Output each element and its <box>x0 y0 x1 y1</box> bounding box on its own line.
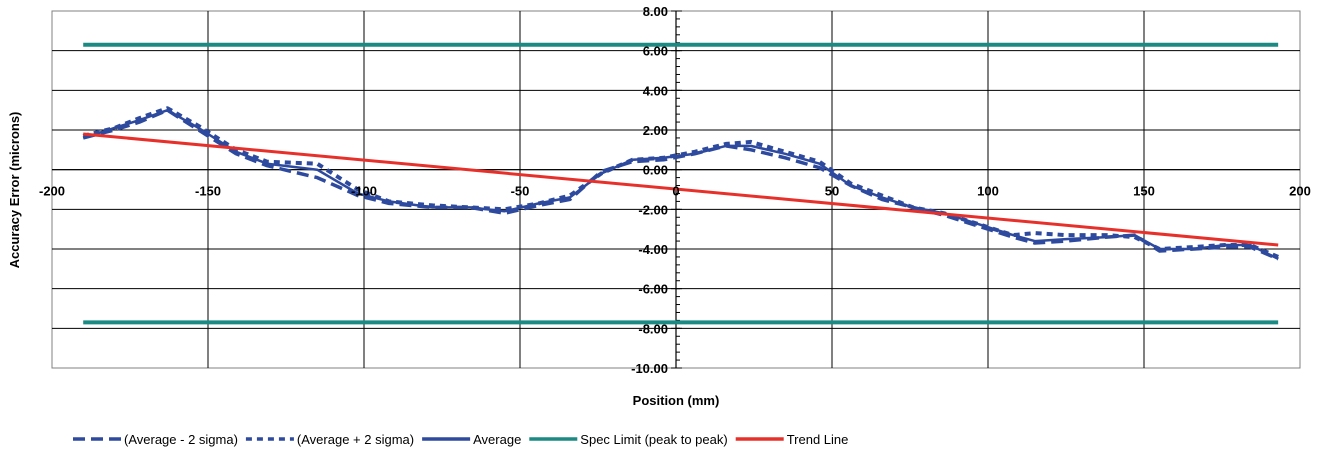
y-tick-label: -6.00 <box>638 282 668 297</box>
y-tick-label: 4.00 <box>643 83 668 98</box>
y-tick-label: -8.00 <box>638 321 668 336</box>
legend-label: (Average + 2 sigma) <box>297 432 414 447</box>
y-tick-label: -4.00 <box>638 242 668 257</box>
x-tick-label: 200 <box>1289 184 1311 199</box>
y-tick-label: 6.00 <box>643 44 668 59</box>
legend-label: Average <box>473 432 521 447</box>
series-line-plus-2-sigma <box>82 106 1279 259</box>
y-tick-label: 0.00 <box>643 163 668 178</box>
x-tick-label: 150 <box>1133 184 1155 199</box>
tick-labels: -200 -150 -100 -50 0 50 100 150 200 8.00 6.00 4.00 2… <box>39 4 1311 376</box>
y-axis-title: Accuracy Error (microns) <box>7 112 22 269</box>
legend-label: Spec Limit (peak to peak) <box>580 432 727 447</box>
legend-label: Trend Line <box>787 432 849 447</box>
series <box>82 42 1279 325</box>
y-tick-label: -10.00 <box>631 361 668 376</box>
series-line-trend <box>83 132 1279 247</box>
x-tick-label: 0 <box>672 184 679 199</box>
y-tick-label: 8.00 <box>643 4 668 19</box>
x-tick-label: -200 <box>39 184 65 199</box>
x-tick-label: -50 <box>511 184 530 199</box>
series-line-average <box>82 108 1279 261</box>
axes <box>52 10 1300 369</box>
x-tick-label: -150 <box>195 184 221 199</box>
x-tick-label: 100 <box>977 184 999 199</box>
x-axis-title: Position (mm) <box>633 393 720 408</box>
legend: (Average - 2 sigma) (Average + 2 sigma) Av… <box>73 432 848 447</box>
x-tick-label: 50 <box>825 184 839 199</box>
y-tick-label: -2.00 <box>638 202 668 217</box>
legend-label: (Average - 2 sigma) <box>124 432 238 447</box>
x-tick-label: -100 <box>351 184 377 199</box>
y-tick-label: 2.00 <box>643 123 668 138</box>
